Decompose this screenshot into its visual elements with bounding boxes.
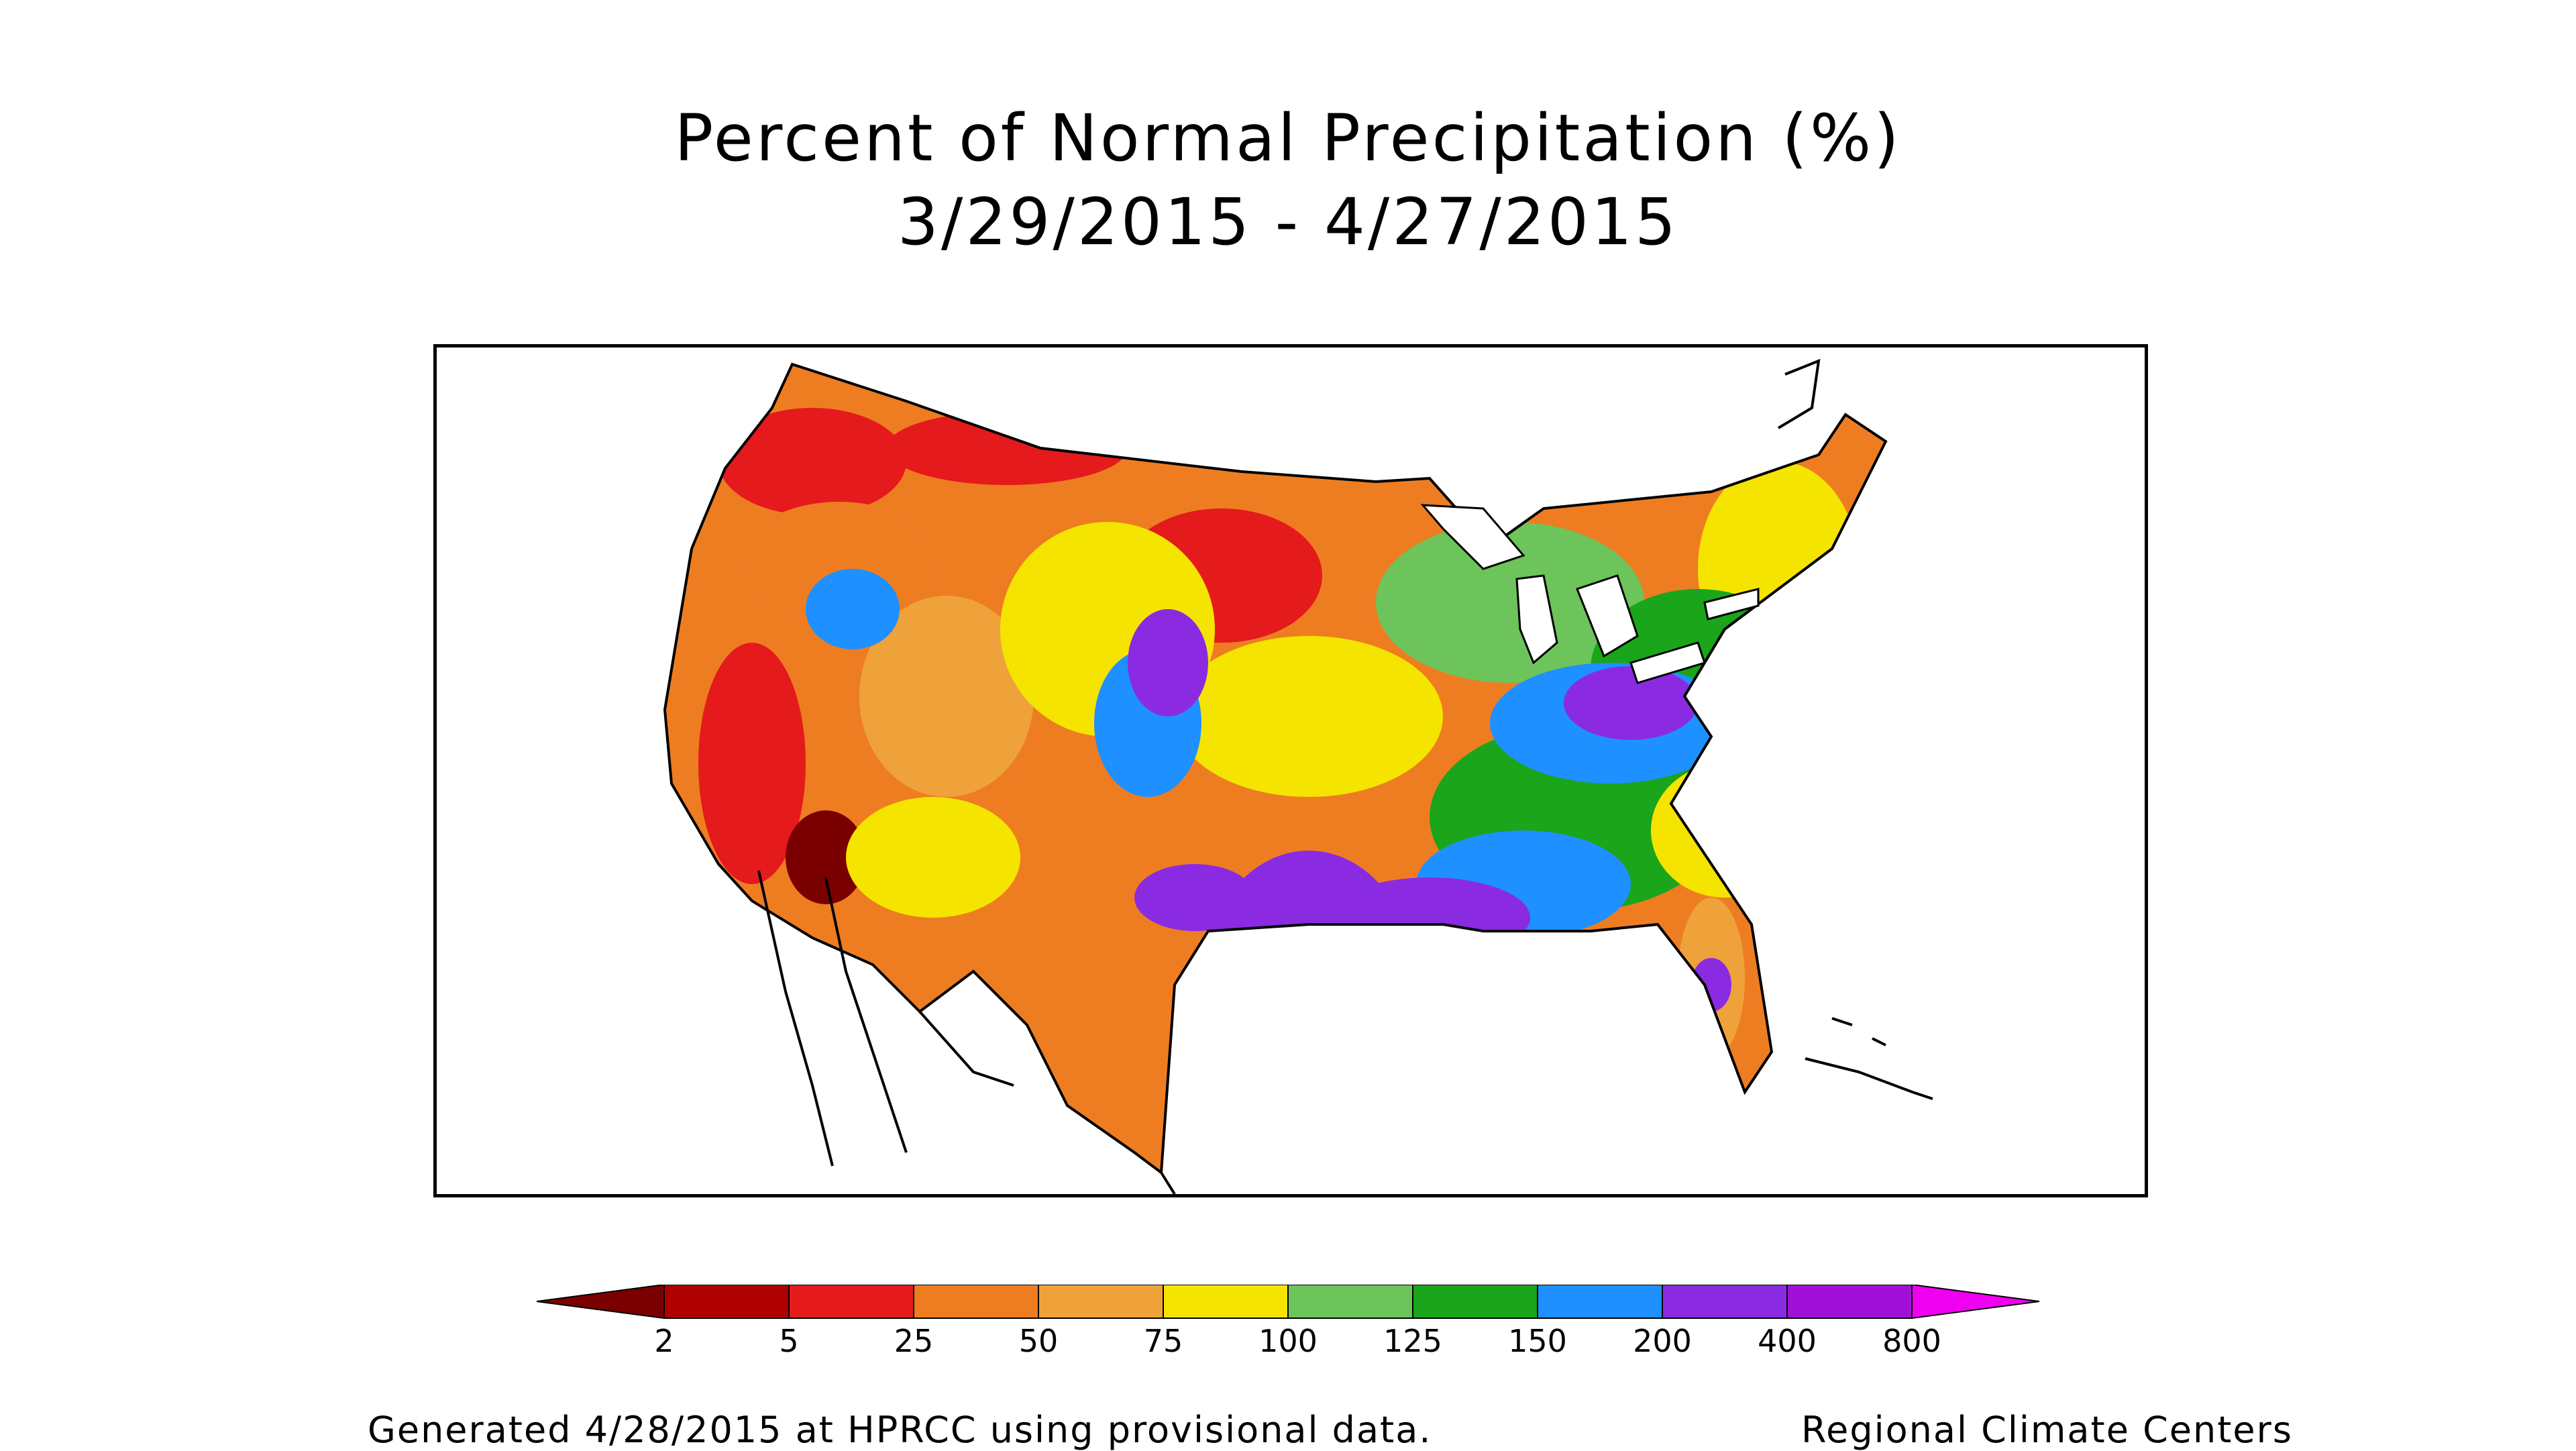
legend-bin-2 [788, 1285, 914, 1319]
legend-bin-8 [1537, 1285, 1663, 1319]
legend-bin-10 [1786, 1285, 1913, 1319]
map-title: Percent of Normal Precipitation (%) [674, 101, 1902, 176]
legend-tick-label: 150 [1508, 1323, 1567, 1359]
legend-tick-label: 400 [1758, 1323, 1817, 1359]
legend-bin-9 [1662, 1285, 1788, 1319]
legend-bin-7 [1412, 1285, 1538, 1319]
precipitation-map [663, 358, 1933, 1194]
cuba-outline [1805, 1057, 1933, 1100]
baja-coast-east [824, 877, 908, 1153]
field-yellow-ks [1175, 636, 1443, 797]
lake-michigan [1515, 574, 1558, 665]
field-purple-la [1329, 877, 1530, 958]
legend-tick-label: 200 [1633, 1323, 1692, 1359]
field-yellow-northeast [1698, 462, 1859, 676]
legend-bin-3 [913, 1285, 1039, 1319]
field-purple-nm [1134, 864, 1255, 931]
legend-bin-11 [1911, 1285, 2040, 1320]
field-red-ca [698, 643, 806, 884]
footer-credit: Regional Climate Centers [1801, 1409, 2293, 1451]
legend-bin-1 [663, 1285, 790, 1319]
map-date-range: 3/29/2015 - 4/27/2015 [897, 184, 1679, 260]
field-purple-ky [1564, 666, 1698, 740]
legend-tick-label: 800 [1882, 1323, 1941, 1359]
mexico-coast [918, 1010, 1014, 1087]
lake-huron [1576, 574, 1639, 658]
field-yellow-carolinas [1651, 763, 1799, 898]
field-red-wa [718, 408, 906, 515]
legend-tick-label: 50 [1019, 1323, 1059, 1359]
field-darkred-socal [786, 810, 866, 904]
color-legend: 2 5 25 50 75 100 125 150 200 400 800 [537, 1285, 2040, 1359]
lake-erie [1629, 641, 1706, 684]
legend-bin-0 [537, 1285, 665, 1320]
field-blue-id [806, 569, 900, 649]
map-frame [433, 344, 2148, 1197]
baja-coast-west [757, 870, 834, 1167]
field-lightorange-nv [859, 596, 1034, 797]
field-green-midwest [1376, 522, 1644, 683]
legend-tick-label: 2 [654, 1323, 674, 1359]
legend-bin-4 [1038, 1285, 1164, 1319]
legend-tick-label: 125 [1383, 1323, 1442, 1359]
field-yellow-az [846, 797, 1020, 918]
footer-generated-note: Generated 4/28/2015 at HPRCC using provi… [368, 1409, 1432, 1451]
canada-coast [1777, 358, 1821, 429]
legend-tick-label: 5 [779, 1323, 798, 1359]
legend-bin-6 [1287, 1285, 1413, 1319]
field-red-mt [886, 411, 1128, 485]
legend-tick-label: 75 [1144, 1323, 1183, 1359]
field-purple-co [1128, 609, 1208, 716]
mexico-gulf-coast [1160, 1171, 1176, 1194]
legend-tick-label: 100 [1258, 1323, 1318, 1359]
legend-tick-label: 25 [894, 1323, 934, 1359]
legend-bin-5 [1163, 1285, 1289, 1319]
bahamas-outline [1831, 1017, 1886, 1046]
lake-ontario [1703, 588, 1760, 621]
lake-superior [1420, 504, 1525, 570]
